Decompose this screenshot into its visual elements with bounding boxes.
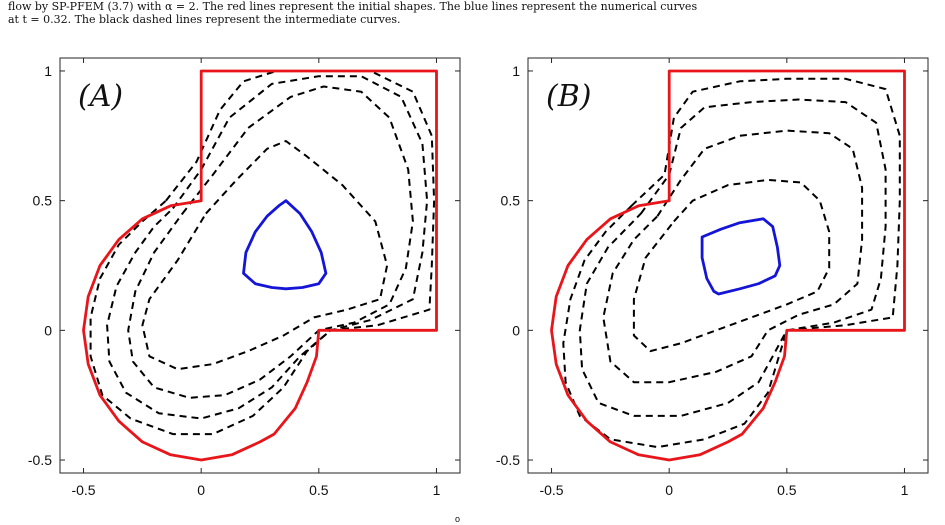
y-tick-label: -0.5 xyxy=(496,452,520,468)
final-curve xyxy=(700,217,782,296)
x-tick-label: 0.5 xyxy=(777,482,797,498)
y-tick-label: 0.5 xyxy=(501,193,521,209)
y-tick-label: 0 xyxy=(512,322,520,338)
intermediate-curve xyxy=(602,129,864,384)
y-tick-label: 0.5 xyxy=(33,193,53,209)
figure-caption: flow by SP-PFEM (3.7) with α = 2. The re… xyxy=(8,0,938,26)
x-tick-label: 0 xyxy=(665,482,673,498)
y-tick-label: 1 xyxy=(44,63,52,79)
x-tick-label: 0 xyxy=(197,482,205,498)
initial-curve xyxy=(550,69,906,462)
intermediate-curve xyxy=(141,140,389,371)
panel-label: (B) xyxy=(546,79,591,114)
caption-line-2: at t = 0.32. The black dashed lines repr… xyxy=(8,13,401,26)
intermediate-curve xyxy=(89,70,436,436)
x-tick-label: 1 xyxy=(433,482,441,498)
intermediate-curve xyxy=(562,77,901,449)
x-tick-label: 1 xyxy=(901,482,909,498)
panel-label: (A) xyxy=(78,79,123,114)
axes-frame xyxy=(59,57,461,474)
y-tick-label: -0.5 xyxy=(28,452,52,468)
panel-a: -0.5 0 0.5 1 -0.5 0 0.5 1 (A) xyxy=(28,57,461,498)
x-tick-label: -0.5 xyxy=(539,482,563,498)
footer-fragment: o xyxy=(455,514,460,524)
x-tick-label: -0.5 xyxy=(71,482,95,498)
intermediate-curve xyxy=(127,85,414,399)
axes-frame xyxy=(527,57,929,474)
y-tick-label: 0 xyxy=(44,322,52,338)
y-tick-label: 1 xyxy=(512,63,520,79)
intermediate-curve xyxy=(106,75,429,420)
intermediate-curve xyxy=(578,98,887,417)
intermediate-curve xyxy=(632,178,831,353)
initial-curve xyxy=(82,69,438,462)
panel-b: -0.5 0 0.5 1 -0.5 0 0.5 1 (B) xyxy=(496,57,929,498)
x-tick-label: 0.5 xyxy=(309,482,329,498)
caption-line-1: flow by SP-PFEM (3.7) with α = 2. The re… xyxy=(8,0,698,13)
final-curve xyxy=(242,199,328,291)
